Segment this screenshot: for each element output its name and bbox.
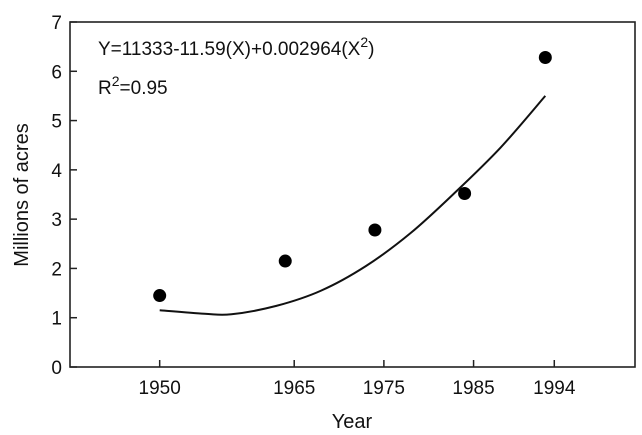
x-axis: 1950 1965 1975 1985 1994: [139, 360, 576, 399]
y-tick-label: 2: [51, 259, 62, 280]
data-point: [538, 50, 552, 64]
data-point: [278, 254, 292, 268]
x-tick-label: 1950: [139, 378, 181, 399]
y-tick-label: 5: [51, 112, 62, 133]
plot-frame: [69, 21, 636, 368]
data-points: [153, 50, 552, 303]
r-squared: R2=0.95: [98, 73, 168, 99]
x-tick-label: 1975: [363, 378, 405, 399]
x-tick-label: 1985: [452, 378, 494, 399]
data-point: [458, 187, 472, 201]
x-axis-title: Year: [332, 411, 373, 433]
x-tick-label: 1994: [533, 378, 576, 399]
y-tick-label: 1: [51, 309, 62, 330]
fit-curve: [159, 95, 547, 316]
data-point: [153, 289, 167, 303]
fit-equation: Y=11333-11.59(X)+0.002964(X2): [98, 34, 374, 60]
y-tick-label: 3: [51, 210, 62, 231]
data-point: [368, 223, 382, 237]
y-tick-label: 6: [51, 62, 62, 83]
y-tick-label: 4: [51, 161, 62, 182]
y-axis: 0 1 2 3 4 5 6 7: [51, 13, 77, 379]
y-tick-label: 0: [51, 358, 62, 379]
y-tick-label: 7: [51, 13, 62, 34]
y-axis-title: Millions of acres: [11, 123, 33, 266]
x-tick-label: 1965: [273, 378, 315, 399]
